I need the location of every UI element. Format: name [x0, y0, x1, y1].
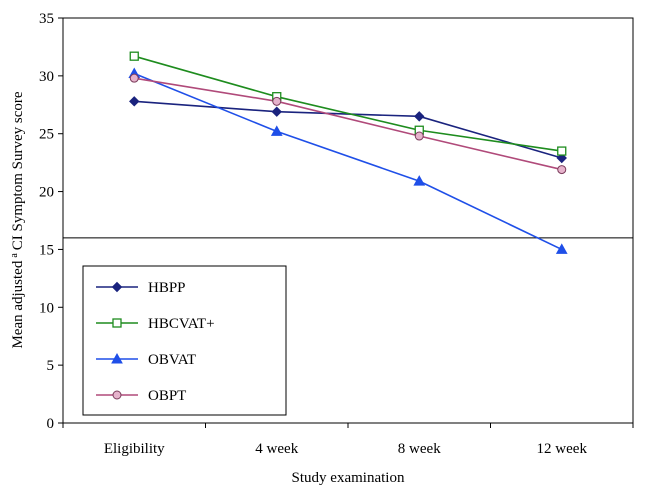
legend: HBPP HBCVAT+ OBVAT OBPT: [82, 265, 287, 416]
data-point-obpt: [272, 96, 282, 106]
data-point-obvat: [555, 243, 568, 254]
legend-marker-hbcvat: [112, 318, 122, 328]
legend-label-hbpp: HBPP: [148, 280, 186, 296]
y-axis: 0 5 10 15 20 25 30 35: [39, 11, 63, 432]
data-point-obvat: [270, 125, 283, 136]
y-tick-label: 20: [39, 185, 54, 201]
legend-label-obpt: OBPT: [148, 388, 186, 404]
y-tick-label: 15: [39, 242, 54, 258]
data-point-obpt: [129, 73, 139, 83]
legend-label-obvat: OBVAT: [148, 352, 196, 368]
data-point-hbpp: [271, 106, 282, 117]
legend-marker-obvat: [111, 352, 123, 364]
legend-marker-obpt: [112, 390, 122, 400]
legend-label-hbcvat: HBCVAT+: [148, 316, 215, 332]
x-tick-label: Eligibility: [104, 441, 165, 457]
x-axis: Eligibility 4 week 8 week 12 week: [62, 423, 634, 457]
x-tick-label: 12 week: [537, 441, 588, 457]
y-axis-label: Mean adjusted a CI Symptom Survey score: [9, 91, 26, 348]
y-tick-label: 25: [39, 127, 54, 143]
data-point-obpt: [414, 131, 424, 141]
x-tick-label: 8 week: [398, 441, 441, 457]
y-axis-label-prefix: Mean adjusted: [10, 260, 26, 348]
data-point-obvat: [413, 175, 426, 186]
series-markers: [128, 51, 568, 254]
data-point-hbcvat: [557, 146, 567, 156]
y-tick-label: 0: [47, 416, 55, 432]
data-point-hbcvat: [129, 51, 139, 61]
data-point-hbpp: [556, 152, 567, 164]
y-tick-label: 35: [39, 11, 54, 27]
data-point-hbpp: [414, 111, 425, 122]
series-lines: [133, 55, 563, 251]
y-tick-label: 10: [39, 300, 54, 316]
legend-marker-hbpp: [111, 281, 123, 293]
x-tick-label: 4 week: [255, 441, 298, 457]
series-line-obpt: [134, 77, 562, 171]
y-tick-label: 5: [47, 358, 55, 374]
legend-items: HBPP HBCVAT+ OBVAT OBPT: [96, 280, 215, 404]
series-line-obvat: [133, 72, 563, 251]
y-axis-label-superscript: a: [9, 253, 20, 258]
y-tick-label: 30: [39, 69, 54, 85]
series-line-hbcvat: [134, 55, 562, 152]
data-point-hbpp: [129, 96, 140, 107]
x-axis-label: Study examination: [292, 470, 405, 486]
y-axis-label-suffix: CI Symptom Survey score: [10, 91, 26, 250]
data-point-obpt: [557, 165, 567, 175]
